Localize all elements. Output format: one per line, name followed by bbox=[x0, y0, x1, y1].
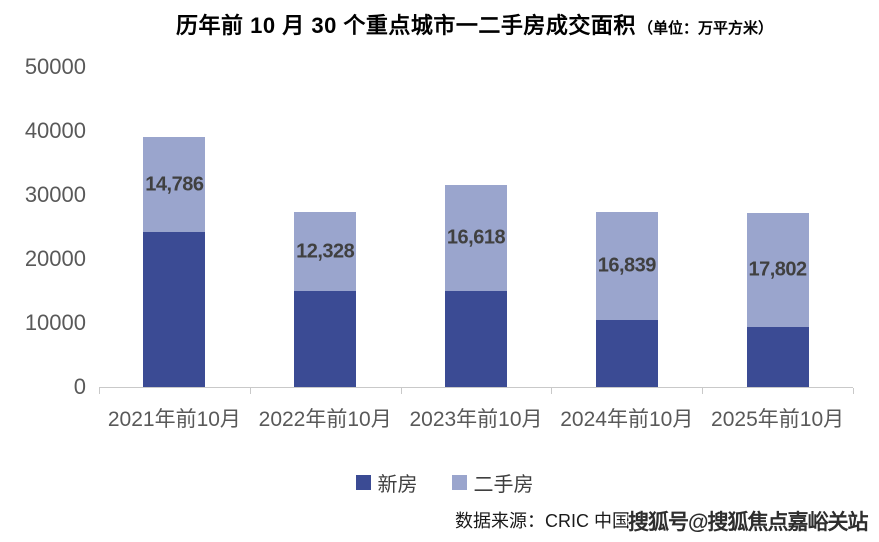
bar-segment-second-hand bbox=[294, 212, 357, 291]
x-axis-category-label: 2022年前10月 bbox=[258, 408, 392, 431]
bar-segment-new-home bbox=[445, 291, 507, 387]
bar-segment-second-hand bbox=[445, 184, 507, 291]
x-axis-category-label: 2021年前10月 bbox=[107, 408, 241, 431]
x-axis-tick bbox=[702, 388, 704, 394]
data-label-second-hand: 16,618 bbox=[446, 226, 506, 249]
legend-item-new-home: 新房 bbox=[355, 468, 418, 497]
bar-segment-second-hand bbox=[143, 137, 206, 233]
x-axis-category-label: 2023年前10月 bbox=[409, 408, 543, 431]
x-axis-tick bbox=[400, 388, 402, 394]
chart-title-text: 历年前 10 月 30 个重点城市一二手房成交面积 bbox=[176, 13, 636, 38]
data-label-second-hand: 17,802 bbox=[748, 258, 808, 281]
bar-segment-second-hand bbox=[595, 212, 658, 320]
x-axis-category-label: 2024年前10月 bbox=[560, 408, 694, 431]
legend-item-second-hand: 二手房 bbox=[451, 468, 534, 497]
x-axis-tick bbox=[249, 388, 251, 394]
y-tick-label: 20000 bbox=[24, 246, 86, 271]
watermark-text: 搜狐号@搜狐焦点嘉峪关站 bbox=[628, 511, 868, 534]
x-axis-line bbox=[99, 387, 853, 388]
y-tick-label: 30000 bbox=[24, 182, 86, 207]
bar-segment-new-home bbox=[143, 232, 206, 387]
x-axis-tick bbox=[853, 388, 854, 394]
legend-label-second-hand: 二手房 bbox=[473, 474, 534, 496]
data-source-text: 数据来源：CRIC 中国 bbox=[455, 511, 630, 531]
x-axis-tick bbox=[551, 388, 553, 394]
legend: 新房 二手房 bbox=[0, 468, 879, 497]
y-tick-label: 40000 bbox=[24, 118, 86, 143]
bar-segment-new-home bbox=[746, 326, 809, 387]
chart-title: 历年前 10 月 30 个重点城市一二手房成交面积 （单位：万平方米） bbox=[0, 8, 879, 40]
legend-label-new-home: 新房 bbox=[377, 474, 418, 496]
x-axis-tick bbox=[99, 388, 100, 394]
y-tick-label: 50000 bbox=[24, 54, 86, 79]
bar-segment-new-home bbox=[595, 319, 658, 387]
bar-segment-second-hand bbox=[746, 212, 809, 327]
x-axis-category-label: 2025年前10月 bbox=[711, 408, 845, 431]
y-tick-label: 0 bbox=[73, 374, 86, 399]
data-label-second-hand: 16,839 bbox=[597, 254, 657, 277]
bar-segment-new-home bbox=[294, 291, 357, 387]
data-label-second-hand: 12,328 bbox=[296, 240, 355, 263]
legend-swatch-new-home-icon bbox=[355, 475, 371, 490]
legend-swatch-second-hand-icon bbox=[451, 475, 467, 490]
y-tick-label: 10000 bbox=[24, 310, 86, 335]
data-label-second-hand: 14,786 bbox=[145, 173, 204, 196]
chart-title-unit: （单位：万平方米） bbox=[637, 20, 773, 37]
